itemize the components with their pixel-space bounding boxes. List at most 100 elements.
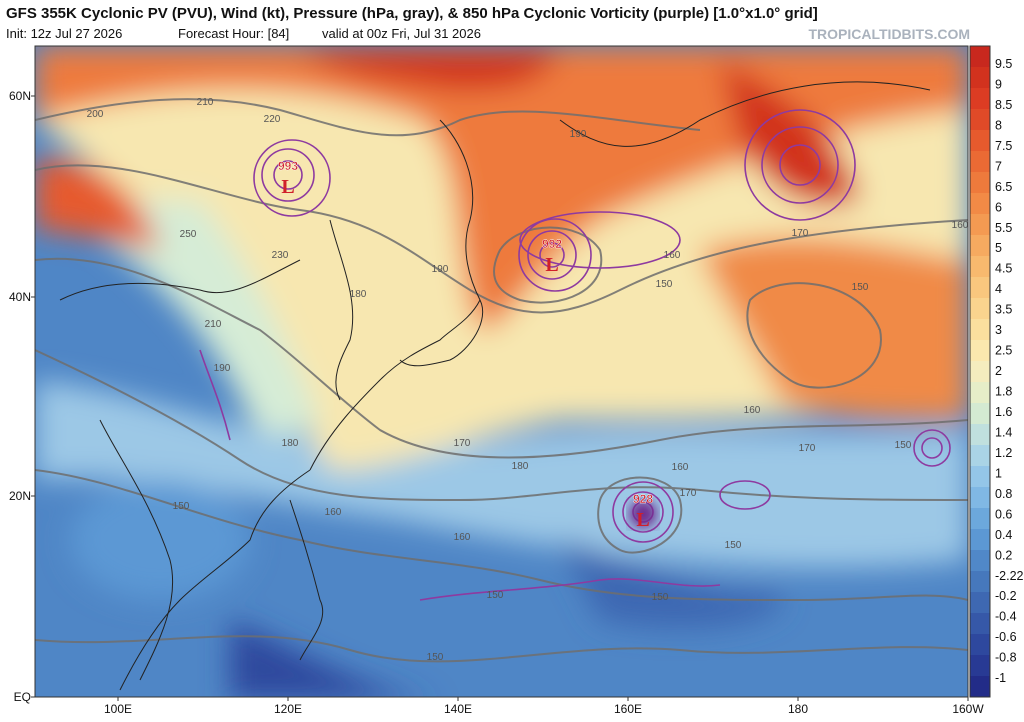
colorbar-label: 8 [995,118,1002,132]
contour-label: 170 [799,443,816,454]
contour-label: 150 [487,590,504,601]
low-pressure: 992 [542,237,562,251]
vorticity-contours [199,109,951,601]
colorbar-label: 1.4 [995,425,1012,439]
colorbar-swatch [970,172,990,194]
coastlines [59,81,931,691]
colorbar-swatch [970,550,990,572]
contour-label: 160 [325,507,342,518]
contour-label: 190 [570,129,587,140]
forecast-hour: Forecast Hour: [84] [178,26,289,41]
colorbar-label: 3.5 [995,303,1012,317]
colorbar-label: 0.2 [995,548,1012,562]
contour-label: 180 [282,438,299,449]
colorbar-swatch [970,403,990,425]
colorbar-label: 4.5 [995,262,1012,276]
colorbar-swatch [970,235,990,257]
colorbar-swatch [970,67,990,89]
colorbar-swatch [970,655,990,677]
map-area: 200 210 220 190 250 230 180 210 190 180 170 160 150 1… [35,46,968,697]
contour-label: 150 [656,279,673,290]
colorbar-label: -0.4 [995,610,1017,624]
lon-label: 160E [614,702,642,716]
colorbar-label: 0.8 [995,487,1012,501]
colorbar-swatch [970,445,990,467]
contour-label: 150 [427,652,444,663]
contour-label: 160 [664,250,681,261]
colorbar-swatch [970,571,990,593]
axis-labels: 60N 40N 20N EQ 100E 120E 140E 160E 180 160W [9,89,984,716]
contour-label: 230 [272,250,289,261]
colorbar-label: 6 [995,200,1002,214]
colorbar-swatch [970,151,990,173]
contour-label: 220 [264,114,281,125]
map-frame [34,45,969,698]
colorbar-label: 2 [995,364,1002,378]
colorbar-label: -0.2 [995,589,1017,603]
watermark: TROPICALTIDBITS.COM [808,26,970,42]
contour-label: 170 [454,438,471,449]
lon-label: 140E [444,702,472,716]
contour-label: 190 [432,264,449,275]
colorbar-swatch [970,676,990,698]
init-time: Init: 12z Jul 27 2026 [6,26,122,41]
colorbar-label: 8.5 [995,98,1012,112]
lon-label: 180 [788,702,808,716]
colorbar-swatch [970,256,990,278]
contour-label: 150 [852,282,869,293]
colorbar-swatch [970,214,990,236]
colorbar-label: -2.22 [995,569,1024,583]
colorbar-swatch [970,361,990,383]
low-centers: 993 L 992 L 928 L [278,159,654,531]
lon-label: 100E [104,702,132,716]
colorbar-label: 5.5 [995,221,1012,235]
colorbar-swatch [970,340,990,362]
cyclone-core [629,500,657,528]
colorbar-swatch [970,298,990,320]
colorbar-label: 0.6 [995,507,1012,521]
valid-time: valid at 00z Fri, Jul 31 2026 [322,26,481,41]
title: GFS 355K Cyclonic PV (PVU), Wind (kt), P… [6,5,818,22]
contour-label: 160 [672,462,689,473]
colorbar-swatch [970,634,990,656]
contour-label: 210 [205,319,222,330]
colorbar-swatch [970,109,990,131]
isobars [35,98,968,663]
colorbar-label: 6.5 [995,180,1012,194]
colorbar-swatch [970,88,990,110]
contour-label: 160 [744,405,761,416]
colorbar-label: 4 [995,282,1002,296]
colorbar-swatch [970,130,990,152]
pv-field [35,46,968,697]
low-pressure: 928 [633,492,653,506]
lon-label: 120E [274,702,302,716]
colorbar-label: 7 [995,159,1002,173]
contour-label: 180 [350,289,367,300]
colorbar-label: 2.5 [995,344,1012,358]
colorbar-swatch [970,529,990,551]
colorbar: 9.5 9 8.5 8 7.5 7 6.5 6 5.5 5 4.5 4 3.5 3 2.5 2 1.8 1.6 1.… [969,45,1024,698]
colorbar-swatch [970,424,990,446]
contour-labels: 200 210 220 190 250 230 180 210 190 180 170 160 150 1… [87,97,968,663]
contour-label: 150 [173,501,190,512]
colorbar-label: 1.2 [995,446,1012,460]
colorbar-swatch [970,466,990,488]
colorbar-label: -0.8 [995,651,1017,665]
colorbar-swatch [970,382,990,404]
colorbar-label: 3 [995,323,1002,337]
colorbar-label: 7.5 [995,139,1012,153]
low-symbol: L [636,509,649,531]
colorbar-label: 1.8 [995,385,1012,399]
colorbar-swatch [970,487,990,509]
colorbar-label: 9.5 [995,57,1012,71]
colorbar-frame [969,45,991,698]
lon-label: 160W [952,702,984,716]
lat-label: 40N [9,290,31,304]
contour-label: 150 [652,592,669,603]
colorbar-swatch [970,319,990,341]
colorbar-label: 0.4 [995,528,1012,542]
low-pressure: 993 [278,159,298,173]
lat-label: 20N [9,489,31,503]
colorbar-label: -0.6 [995,630,1017,644]
contour-label: 170 [680,488,697,499]
